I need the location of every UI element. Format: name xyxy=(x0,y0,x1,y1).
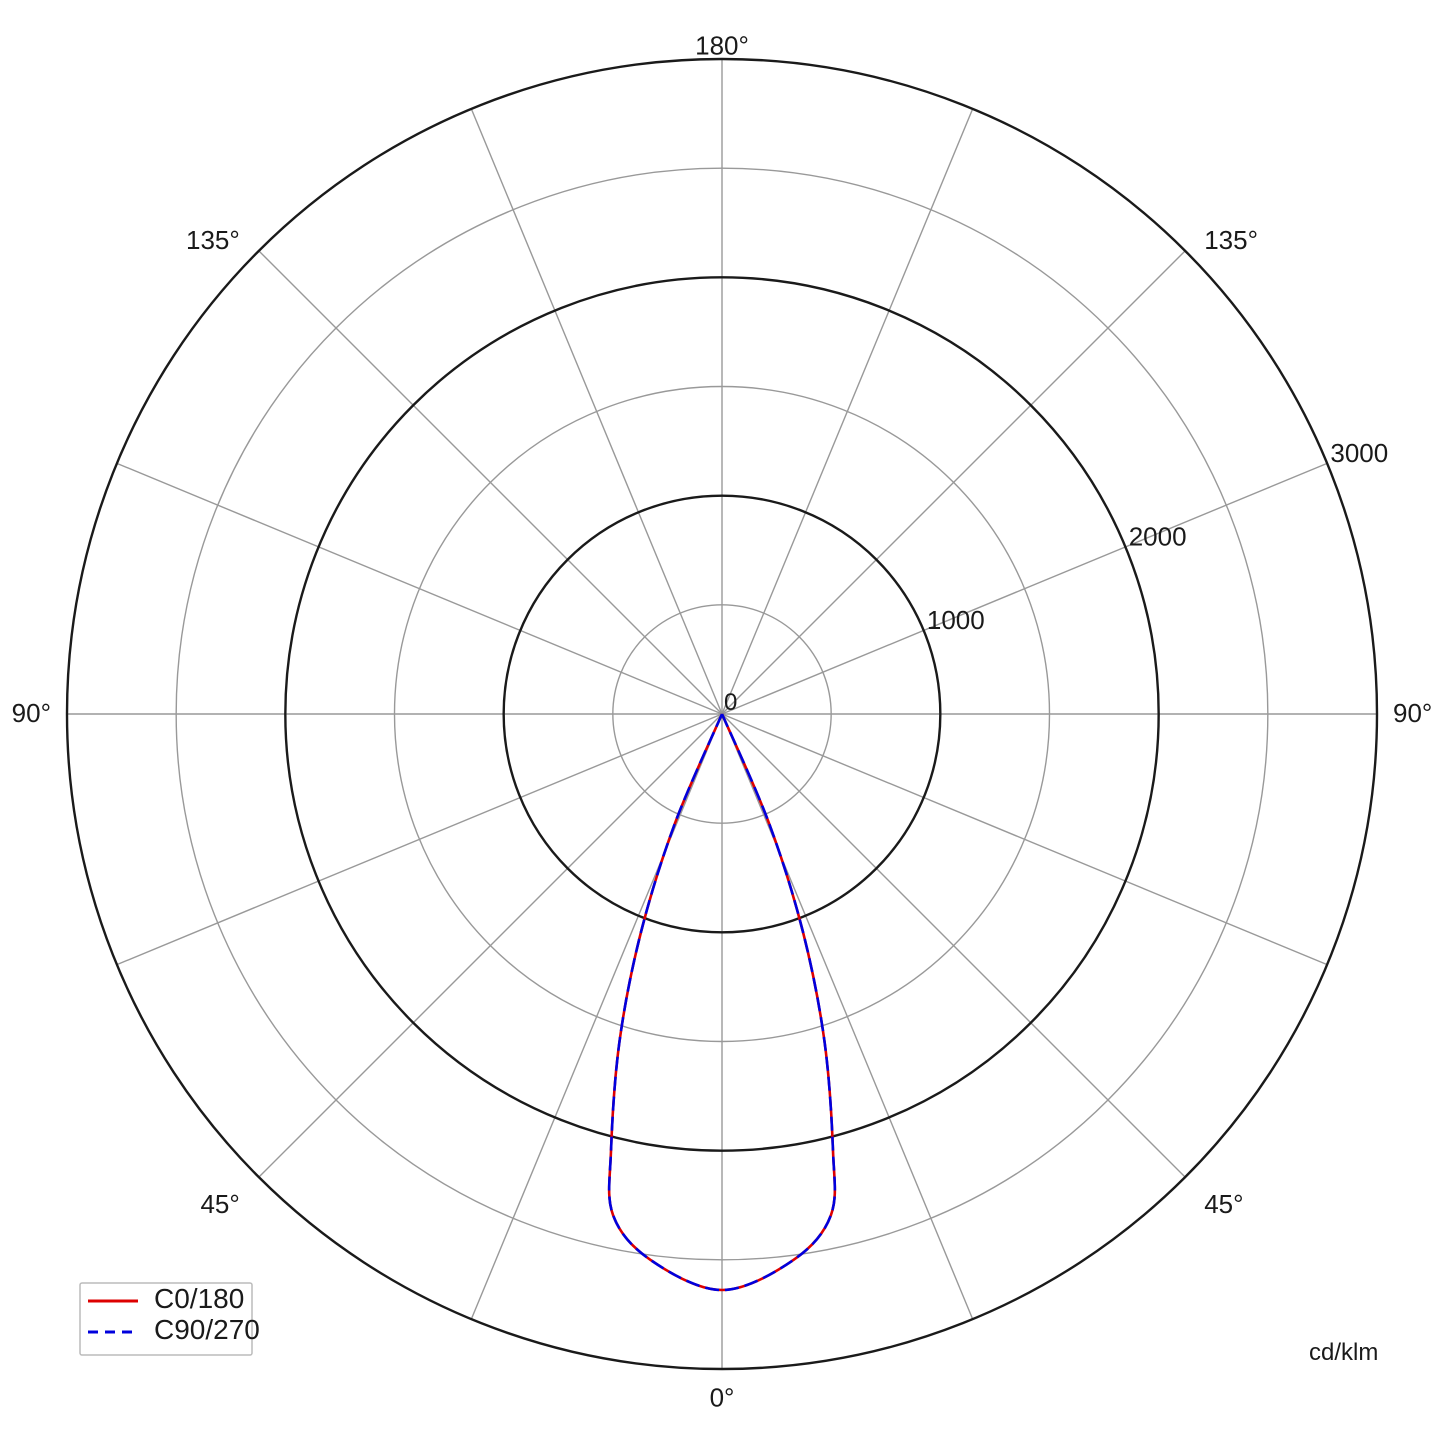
svg-text:90°: 90° xyxy=(12,698,51,728)
svg-text:135°: 135° xyxy=(186,225,240,255)
svg-text:1000: 1000 xyxy=(927,605,985,635)
svg-text:cd/klm: cd/klm xyxy=(1309,1339,1378,1366)
svg-text:45°: 45° xyxy=(200,1189,239,1219)
svg-text:180°: 180° xyxy=(695,30,749,60)
svg-text:0: 0 xyxy=(724,689,737,716)
svg-text:45°: 45° xyxy=(1204,1189,1243,1219)
svg-text:C90/270: C90/270 xyxy=(154,1314,260,1345)
svg-text:2000: 2000 xyxy=(1129,522,1187,552)
svg-text:C0/180: C0/180 xyxy=(154,1283,244,1314)
svg-text:3000: 3000 xyxy=(1330,438,1388,468)
svg-text:0°: 0° xyxy=(710,1383,735,1413)
svg-text:90°: 90° xyxy=(1393,698,1432,728)
svg-text:135°: 135° xyxy=(1204,225,1258,255)
